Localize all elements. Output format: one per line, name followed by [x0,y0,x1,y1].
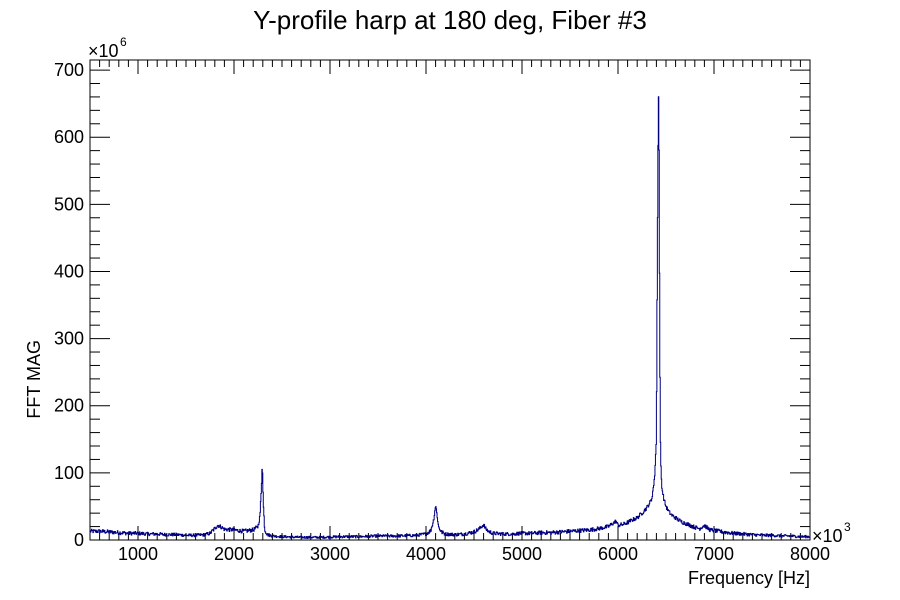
y-tick-label: 500 [54,194,84,214]
x-tick-label: 8000 [790,544,830,564]
x-tick-label: 2000 [214,544,254,564]
x-axis-tick-labels: 1000 2000 3000 4000 5000 6000 7000 8000 [118,544,830,564]
x-tick-label: 7000 [694,544,734,564]
x-axis-ticks [89,60,811,540]
x-tick-label: 5000 [502,544,542,564]
y-tick-label: 0 [74,530,84,550]
y-tick-label: 200 [54,396,84,416]
y-tick-label: 400 [54,261,84,281]
y-multiplier-base: ×10 [88,41,119,61]
x-tick-label: 6000 [598,544,638,564]
x-multiplier-exponent: 3 [844,520,851,534]
x-axis-multiplier: ×10 3 [812,520,851,546]
y-tick-label: 700 [54,60,84,80]
series-layer [89,96,811,539]
chart-title: Y-profile harp at 180 deg, Fiber #3 [253,5,647,35]
plot-frame [89,59,811,541]
y-tick-label: 300 [54,329,84,349]
y-axis-multiplier: ×10 6 [88,35,127,61]
y-multiplier-exponent: 6 [120,35,127,49]
y-axis-ticks [90,69,810,541]
y-axis-tick-labels: 0 100 200 300 400 500 600 700 [54,60,84,550]
x-multiplier-base: ×10 [812,526,843,546]
x-tick-label: 4000 [406,544,446,564]
x-axis-label: Frequency [Hz] [688,568,810,588]
fft-series-line [89,96,811,539]
x-tick-label: 3000 [310,544,350,564]
y-axis-label: FFT MAG [24,340,44,419]
y-tick-label: 600 [54,127,84,147]
x-tick-label: 1000 [118,544,158,564]
y-tick-label: 100 [54,463,84,483]
